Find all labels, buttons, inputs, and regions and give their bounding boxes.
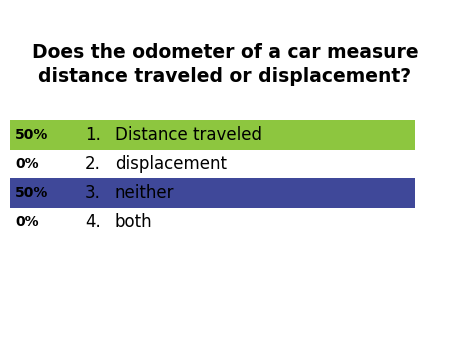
- Text: displacement: displacement: [115, 155, 227, 173]
- FancyBboxPatch shape: [10, 178, 415, 208]
- Text: 3.: 3.: [85, 184, 101, 202]
- Text: 0%: 0%: [15, 157, 39, 171]
- Text: 0%: 0%: [15, 215, 39, 229]
- Text: both: both: [115, 213, 153, 231]
- Text: 50%: 50%: [15, 128, 49, 142]
- Text: Distance traveled: Distance traveled: [115, 126, 262, 144]
- Text: 1.: 1.: [85, 126, 101, 144]
- Text: 4.: 4.: [85, 213, 101, 231]
- FancyBboxPatch shape: [10, 120, 415, 150]
- Text: 50%: 50%: [15, 186, 49, 200]
- Text: Does the odometer of a car measure
distance traveled or displacement?: Does the odometer of a car measure dista…: [32, 43, 419, 86]
- Text: 2.: 2.: [85, 155, 101, 173]
- Text: neither: neither: [115, 184, 175, 202]
